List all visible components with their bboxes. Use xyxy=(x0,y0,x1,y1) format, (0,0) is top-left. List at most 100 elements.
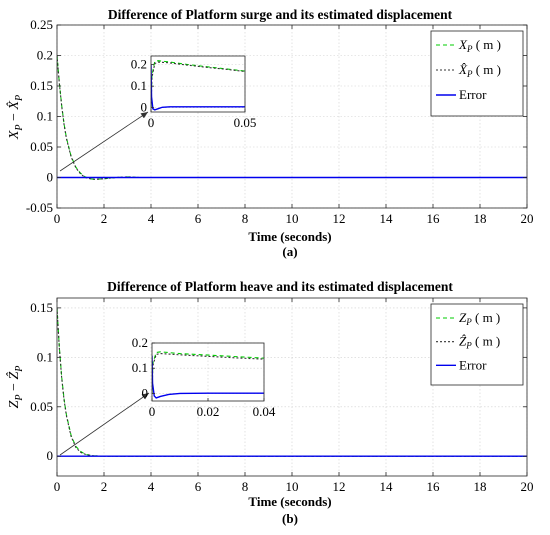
y-tick-label: 0.05 xyxy=(30,399,53,414)
series-group xyxy=(57,55,527,180)
inset-x-tick-label: 0.04 xyxy=(253,404,276,419)
y-tick-label: 0.1 xyxy=(37,349,53,364)
x-tick-label: 2 xyxy=(101,211,108,226)
x-axis-label: Time (seconds) xyxy=(248,229,331,244)
inset-series-line-2 xyxy=(151,64,245,111)
x-tick-label: 14 xyxy=(380,479,394,494)
inset-x-tick-label: 0.02 xyxy=(197,404,220,419)
x-tick-label: 10 xyxy=(286,211,299,226)
x-tick-label: 16 xyxy=(427,211,441,226)
x-tick-label: 18 xyxy=(474,479,487,494)
legend: ZP ( m )ẐP ( m )Error xyxy=(430,303,524,386)
legend-unit: ( m ) xyxy=(472,62,501,77)
y-label-part: P xyxy=(14,124,25,131)
inset-y-tick-label: 0.2 xyxy=(132,335,148,350)
legend-subscript: P xyxy=(465,341,472,351)
y-tick-label: 0.05 xyxy=(30,139,53,154)
inset-y-tick-label: 0 xyxy=(141,100,148,115)
legend: XP ( m )X̂P ( m )Error xyxy=(430,30,524,117)
inset-y-tick-label: 0 xyxy=(142,385,149,400)
x-tick-label: 4 xyxy=(148,479,155,494)
legend-subscript: P xyxy=(465,317,472,327)
x-tick-label: 8 xyxy=(242,211,249,226)
x-tick-label: 14 xyxy=(380,211,394,226)
panel-caption: (a) xyxy=(282,244,297,259)
inset-series-line-0 xyxy=(152,351,264,394)
chart-panel-a: 0 2 4 6 8 10 12 14 16 18 20-0.0500.050.10.150.20.2… xyxy=(6,7,534,259)
x-tick-label: 0 xyxy=(54,479,61,494)
legend-symbol: X xyxy=(458,37,468,52)
zoom-arrow xyxy=(59,111,149,172)
y-tick-label: 0 xyxy=(47,448,54,463)
legend-label-0: ZP ( m ) xyxy=(459,310,500,327)
x-tick-label: 20 xyxy=(521,211,534,226)
y-label-part: P xyxy=(14,394,25,401)
x-tick-label: 20 xyxy=(521,479,534,494)
inset-area xyxy=(151,56,245,112)
inset-y-tick-label: 0.1 xyxy=(131,78,147,93)
y-label-part: X xyxy=(7,130,22,140)
x-tick-label: 16 xyxy=(427,479,441,494)
legend-symbol: X̂ xyxy=(458,62,468,77)
inset-series xyxy=(151,60,245,111)
legend-unit: ( m ) xyxy=(472,37,501,52)
legend-symbol: Ẑ xyxy=(459,334,467,349)
legend-subscript: P xyxy=(466,44,473,54)
inset-chart: 0 0.05 0 0.1 0.2 xyxy=(131,55,257,130)
legend-label-1: X̂P ( m ) xyxy=(458,62,501,79)
inset-series xyxy=(152,351,264,399)
x-tick-label: 12 xyxy=(333,211,346,226)
y-label-part: P xyxy=(14,95,25,102)
y-axis-label: ZP − ẐP xyxy=(5,366,25,409)
y-tick-label: -0.05 xyxy=(26,200,53,215)
y-tick-label: 0.15 xyxy=(30,78,53,93)
y-tick-label: 0 xyxy=(47,170,54,185)
chart-title: Difference of Platform heave and its est… xyxy=(107,279,453,294)
y-axis-label: XP − X̂P xyxy=(6,95,25,140)
x-tick-label: 4 xyxy=(148,211,155,226)
x-tick-label: 12 xyxy=(333,479,346,494)
y-tick-label: 0.1 xyxy=(37,109,53,124)
legend-label-2: Error xyxy=(459,87,487,102)
series-line-1 xyxy=(57,307,527,457)
x-tick-label: 18 xyxy=(474,211,487,226)
legend-label-2: Error xyxy=(459,357,487,372)
legend-subscript: P xyxy=(466,69,473,79)
legend-label-1: ẐP ( m ) xyxy=(459,334,500,351)
y-tick-label: 0.15 xyxy=(30,300,53,315)
y-label-part: Z xyxy=(7,400,22,408)
y-label-part: Ẑ xyxy=(5,372,22,380)
legend-symbol: Z xyxy=(459,310,467,325)
inset-frame xyxy=(150,55,246,113)
x-tick-label: 8 xyxy=(242,479,249,494)
inset-x-tick-label: 0 xyxy=(148,115,155,130)
x-tick-label: 0 xyxy=(54,211,61,226)
inset-chart: 0 0.02 0.04 0 0.1 0.2 xyxy=(132,335,276,419)
x-tick-label: 2 xyxy=(101,479,108,494)
y-label-part: X̂ xyxy=(6,101,22,111)
inset-series-line-1 xyxy=(152,353,264,394)
legend-unit: ( m ) xyxy=(472,334,501,349)
y-label-part: − xyxy=(7,110,22,125)
x-tick-label: 6 xyxy=(195,211,202,226)
panel-caption: (b) xyxy=(282,511,298,526)
x-axis-label: Time (seconds) xyxy=(248,494,331,509)
zoom-arrow xyxy=(59,392,150,456)
series-group xyxy=(57,307,527,457)
y-tick-label: 0.2 xyxy=(37,48,53,63)
y-label-part: P xyxy=(14,366,25,373)
inset-y-tick-label: 0.2 xyxy=(131,57,147,72)
x-tick-label: 6 xyxy=(195,479,202,494)
x-tick-label: 10 xyxy=(286,479,299,494)
chart-panel-b: 0 2 4 6 8 10 12 14 16 18 20 0 0.05 0.1 0.15 Difference … xyxy=(5,279,534,526)
y-tick-label: 0.25 xyxy=(30,17,53,32)
chart-title: Difference of Platform surge and its est… xyxy=(108,7,453,22)
inset-x-tick-label: 0 xyxy=(149,404,156,419)
legend-label-0: XP ( m ) xyxy=(458,37,501,54)
inset-y-tick-label: 0.1 xyxy=(132,360,148,375)
inset-x-tick-label: 0.05 xyxy=(234,115,257,130)
inset-series-line-2 xyxy=(152,355,264,399)
legend-unit: ( m ) xyxy=(472,310,501,325)
y-label-part: − xyxy=(7,380,22,395)
